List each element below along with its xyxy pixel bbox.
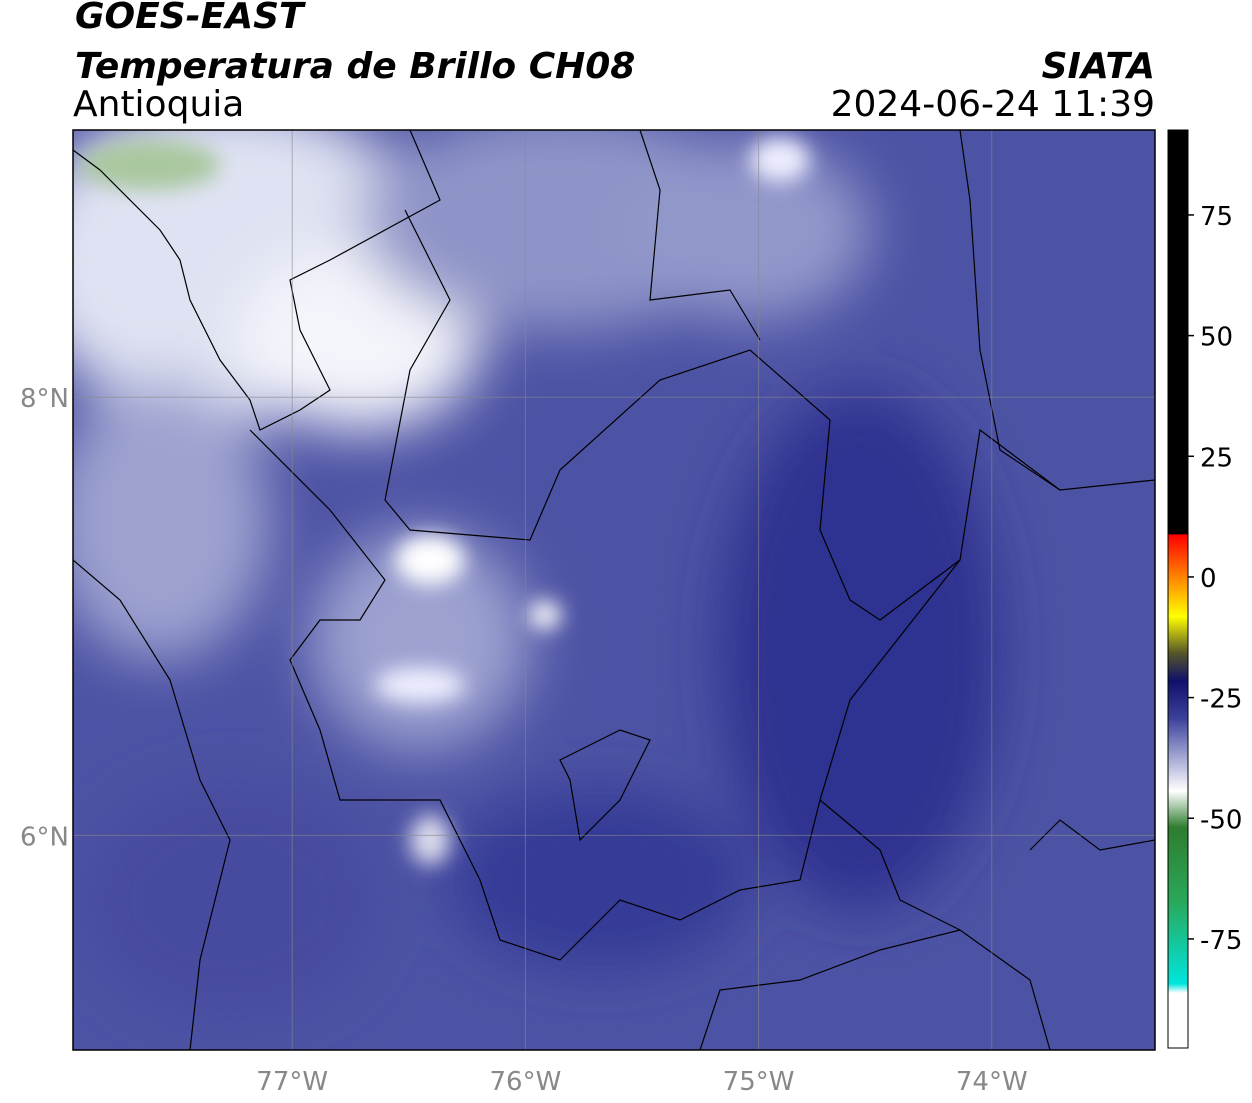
colorbar-tick-label: 50 (1200, 323, 1233, 353)
colorbar (1167, 129, 1189, 1049)
lon-tick-label: 74°W (956, 1067, 1028, 1097)
colorbar-tick-label: -25 (1200, 685, 1242, 715)
datetime: 2024-06-24 11:39 (831, 84, 1155, 125)
lon-tick-label: 75°W (723, 1067, 795, 1097)
satellite-image (73, 130, 1155, 1050)
lat-tick-label: 6°N (20, 822, 69, 852)
colorbar-tick-label: 0 (1200, 564, 1217, 594)
lat-tick-label: 8°N (20, 384, 69, 414)
colorbar-tick-label: 75 (1200, 202, 1233, 232)
lon-tick-label: 77°W (256, 1067, 328, 1097)
graticule (73, 130, 1155, 1050)
region: Antioquia (73, 84, 244, 125)
colorbar-tick-label: -50 (1200, 805, 1242, 835)
colorbar-tick-label: -75 (1200, 926, 1242, 956)
colorbar-tick-label: 25 (1200, 443, 1233, 473)
source: SIATA (1042, 46, 1155, 87)
lon-tick-label: 76°W (489, 1067, 561, 1097)
map-frame (72, 129, 1156, 1051)
title: GOES-EAST (75, 0, 306, 37)
subtitle: Temperatura de Brillo CH08 (75, 46, 635, 87)
